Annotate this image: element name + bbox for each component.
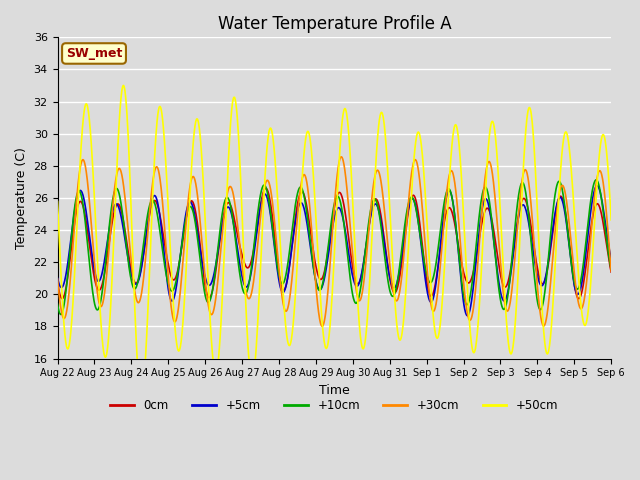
+5cm xyxy=(495,283,503,288)
+10cm xyxy=(209,289,216,295)
+30cm xyxy=(54,276,61,282)
+10cm xyxy=(363,237,371,243)
Text: SW_met: SW_met xyxy=(66,47,122,60)
+50cm xyxy=(209,350,216,356)
+5cm xyxy=(362,241,370,247)
Line: 0cm: 0cm xyxy=(58,188,611,299)
+5cm xyxy=(350,279,358,285)
Y-axis label: Temperature (C): Temperature (C) xyxy=(15,147,28,249)
+5cm xyxy=(54,275,61,281)
0cm xyxy=(607,269,615,275)
Title: Water Temperature Profile A: Water Temperature Profile A xyxy=(218,15,451,33)
0cm xyxy=(363,240,371,246)
+30cm xyxy=(574,299,582,304)
+50cm xyxy=(496,195,504,201)
+10cm xyxy=(592,177,600,183)
Line: +50cm: +50cm xyxy=(58,85,611,396)
+50cm xyxy=(120,83,127,88)
+30cm xyxy=(559,182,566,188)
+30cm xyxy=(363,250,371,255)
+30cm xyxy=(607,268,615,274)
0cm xyxy=(559,196,566,202)
+10cm xyxy=(574,286,582,292)
+10cm xyxy=(495,290,503,296)
Legend: 0cm, +5cm, +10cm, +30cm, +50cm: 0cm, +5cm, +10cm, +30cm, +50cm xyxy=(106,395,563,417)
+30cm xyxy=(337,154,345,160)
+50cm xyxy=(54,199,61,204)
+50cm xyxy=(607,217,615,223)
+10cm xyxy=(607,266,615,272)
+10cm xyxy=(54,301,61,307)
+50cm xyxy=(363,323,371,328)
+5cm xyxy=(463,313,471,319)
+30cm xyxy=(496,250,504,256)
+30cm xyxy=(318,324,326,329)
X-axis label: Time: Time xyxy=(319,384,349,397)
0cm xyxy=(575,296,582,301)
+10cm xyxy=(57,312,65,317)
+5cm xyxy=(559,198,566,204)
+5cm xyxy=(208,279,216,285)
0cm xyxy=(208,290,216,296)
+5cm xyxy=(574,291,582,297)
0cm xyxy=(495,265,503,271)
+50cm xyxy=(574,267,582,273)
0cm xyxy=(262,185,269,191)
0cm xyxy=(54,279,61,285)
+50cm xyxy=(559,143,566,149)
+5cm xyxy=(593,183,601,189)
Line: +30cm: +30cm xyxy=(58,157,611,326)
+50cm xyxy=(351,241,358,247)
+10cm xyxy=(351,299,358,304)
Line: +5cm: +5cm xyxy=(58,186,611,316)
+10cm xyxy=(559,188,566,193)
Line: +10cm: +10cm xyxy=(58,180,611,314)
+5cm xyxy=(607,256,615,262)
+30cm xyxy=(351,275,358,281)
+30cm xyxy=(208,312,216,317)
+50cm xyxy=(138,393,145,398)
0cm xyxy=(351,274,358,279)
0cm xyxy=(574,295,582,301)
